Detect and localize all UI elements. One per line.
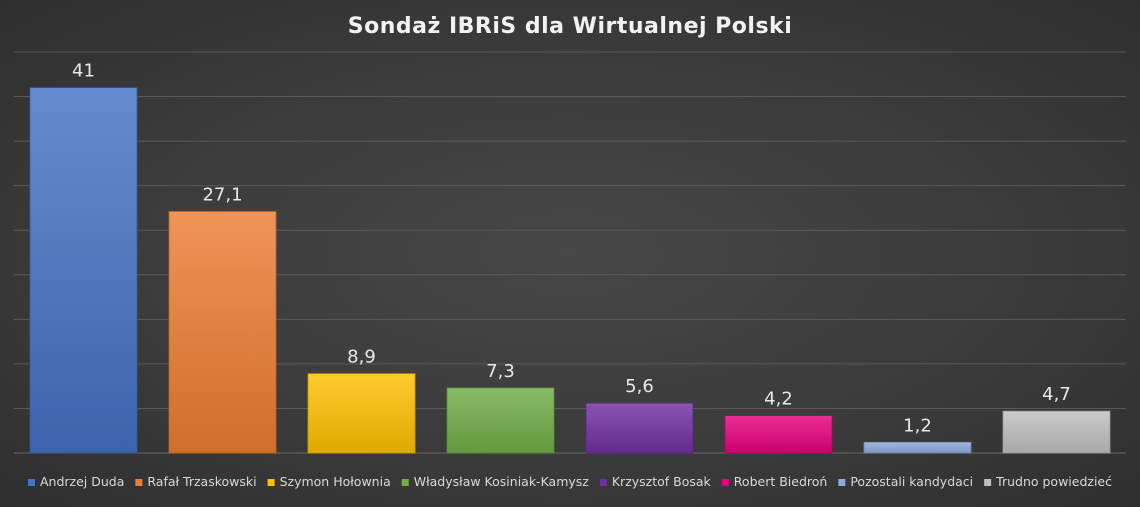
legend-item: Krzysztof Bosak (599, 474, 712, 489)
bar-1 (29, 87, 138, 454)
bar-7 (863, 441, 972, 454)
legend-item: Trudno powiedzieć (984, 474, 1112, 489)
legend-label: Robert Biedroń (734, 474, 828, 489)
data-label: 7,3 (486, 361, 515, 382)
data-label: 1,2 (903, 415, 932, 436)
legend-label: Pozostali kandydaci (850, 474, 973, 489)
chart-title: Sondaż IBRiS dla Wirtualnej Polski (348, 14, 792, 39)
data-label: 4,2 (764, 389, 793, 410)
bar-6 (724, 415, 833, 454)
legend-item: Szymon Hołownia (267, 474, 391, 489)
bar-4 (446, 387, 555, 454)
legend-swatch (135, 479, 143, 486)
legend-swatch (401, 479, 409, 486)
legend-item: Andrzej Duda (27, 474, 124, 489)
legend-item: Pozostali kandydaci (838, 474, 973, 489)
data-label: 41 (72, 61, 95, 82)
legend-label: Krzysztof Bosak (612, 474, 712, 489)
data-label: 27,1 (202, 185, 242, 206)
legend-item: Rafał Trzaskowski (135, 474, 257, 489)
legend-swatch (838, 479, 846, 486)
legend-swatch (984, 479, 992, 486)
legend-label: Trudno powiedzieć (995, 474, 1112, 489)
legend-item: Robert Biedroń (721, 474, 828, 489)
legend-swatch (721, 479, 729, 486)
bars (29, 87, 1111, 454)
data-label: 4,7 (1042, 384, 1071, 405)
bar-3 (307, 373, 416, 454)
data-label: 5,6 (625, 376, 654, 397)
legend-item: Władysław Kosiniak-Kamysz (401, 474, 590, 489)
legend-label: Władysław Kosiniak-Kamysz (414, 474, 590, 489)
data-labels: 41 27,1 8,9 7,3 5,6 4,2 1,2 4,7 (72, 61, 1071, 437)
data-label: 8,9 (347, 347, 376, 368)
legend-swatch (27, 479, 35, 486)
legend-label: Szymon Hołownia (280, 474, 391, 489)
bar-5 (585, 402, 694, 454)
legend: Andrzej Duda Rafał Trzaskowski Szymon Hoło… (27, 474, 1112, 489)
legend-label: Andrzej Duda (40, 474, 124, 489)
legend-swatch (599, 479, 607, 486)
bar-2 (168, 211, 277, 454)
legend-label: Rafał Trzaskowski (147, 474, 256, 489)
bar-8 (1002, 410, 1111, 454)
legend-swatch (267, 479, 275, 486)
